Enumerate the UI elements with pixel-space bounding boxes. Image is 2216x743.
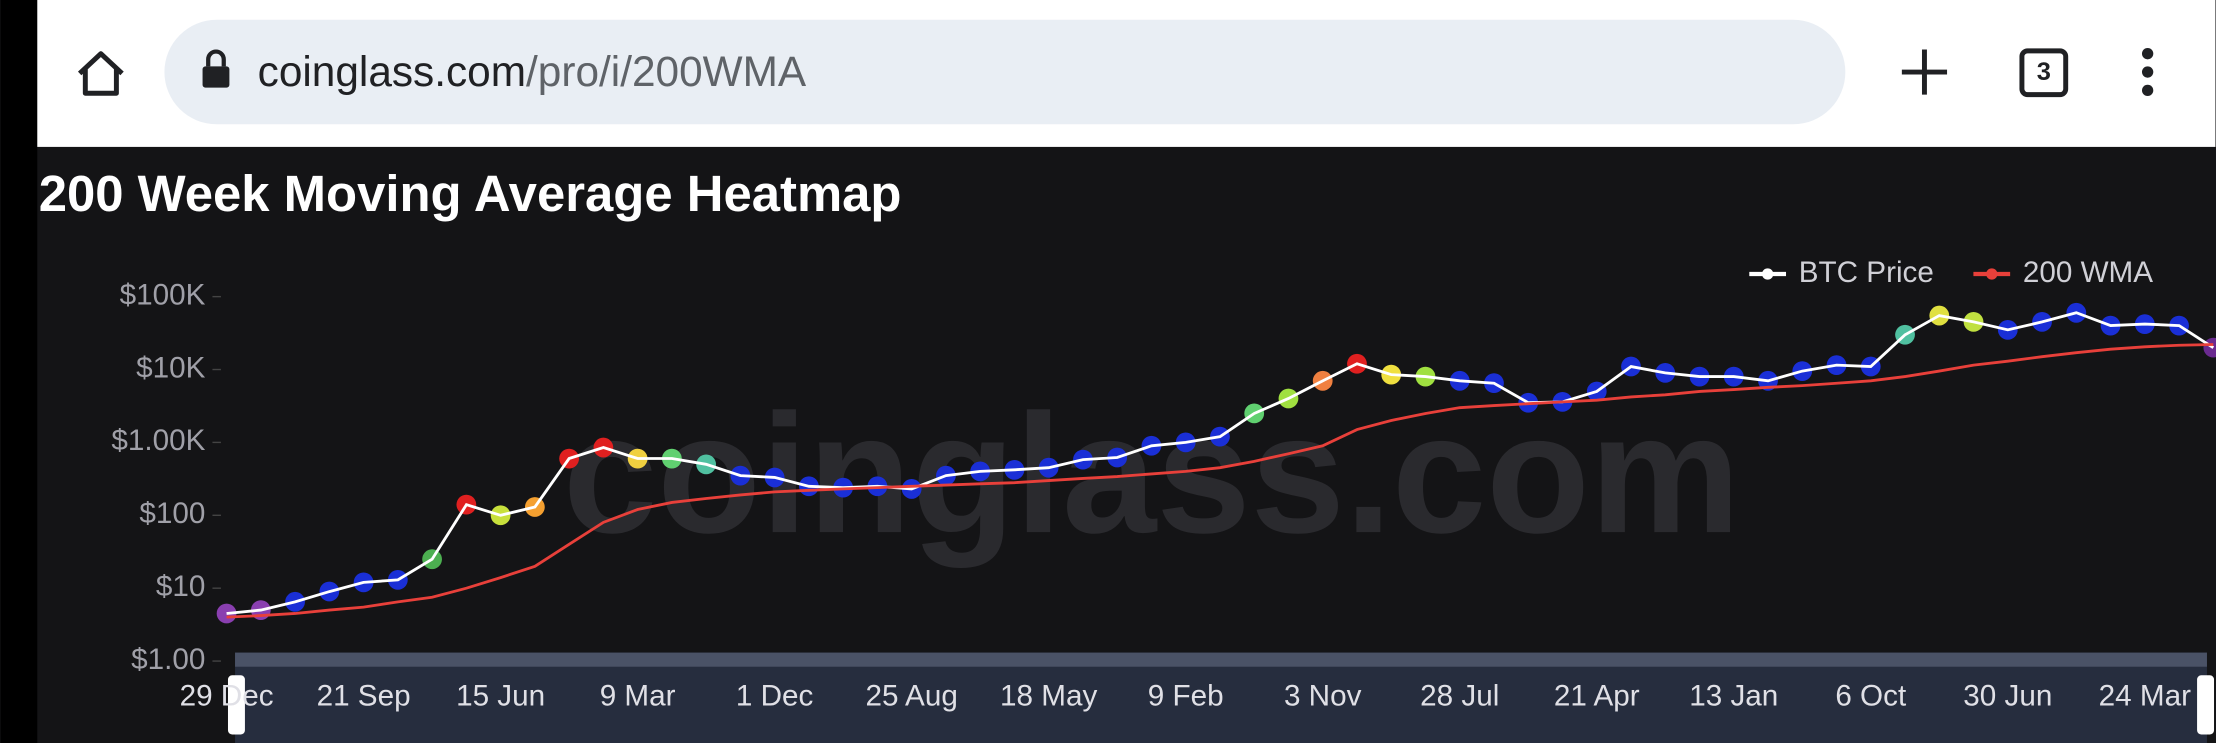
series-line [226, 311, 2215, 615]
y-tick-label: $1.00 [131, 643, 205, 676]
x-tick-label: 21 Sep [317, 680, 411, 713]
x-tick-label: 1 Dec [736, 680, 814, 713]
lock-icon [202, 49, 230, 88]
url[interactable]: coinglass.com/pro/i/200WMA [258, 48, 807, 95]
legend-label: 200 WMA [2023, 256, 2153, 289]
x-tick-label: 18 May [1000, 680, 1097, 713]
address-bar[interactable] [164, 19, 1846, 125]
menu-button[interactable] [2141, 48, 2154, 97]
x-tick-label: 9 Feb [1148, 680, 1224, 713]
legend-dot [1762, 268, 1774, 280]
plot: $1.00 $10 $100 $1.00K $10K $100K 29 Dec 21 Sep 1… [111, 256, 2216, 713]
x-tick-label: 15 Jun [456, 680, 545, 713]
x-tick-label: 3 Nov [1284, 680, 1362, 713]
left-edge [0, 0, 38, 743]
x-tick-label: 13 Jan [1689, 680, 1778, 713]
y-tick-label: $100K [120, 278, 206, 311]
y-tick-label: $100 [139, 497, 205, 530]
x-tick-label: 25 Aug [865, 680, 957, 713]
x-tick-label: 21 Apr [1554, 680, 1640, 713]
chart-title: 200 Week Moving Average Heatmap [39, 165, 902, 222]
x-tick-label: 28 Jul [1420, 680, 1499, 713]
url-path: /pro/i/200WMA [526, 48, 807, 95]
legend-dot [1986, 268, 1998, 280]
x-tick-label: 9 Mar [600, 680, 676, 713]
x-tick-label: 6 Oct [1835, 680, 1907, 713]
legend-item[interactable]: BTC Price [1749, 256, 1934, 289]
x-tick-label: 24 Mar [2099, 680, 2191, 713]
x-tick-label: 30 Jun [1963, 680, 2052, 713]
legend-label: BTC Price [1799, 256, 1934, 289]
home-button[interactable] [77, 51, 124, 96]
x-tick-label: 29 Dec [180, 680, 274, 713]
y-tick-label: $1.00K [111, 424, 205, 457]
navigator-handle-right[interactable] [2197, 675, 2215, 735]
legend-item[interactable]: 200 WMA [1973, 256, 2153, 289]
tabs-button[interactable] [2019, 48, 2069, 98]
tab-count: 3 [2037, 58, 2051, 86]
new-tab-button[interactable] [1901, 49, 1948, 95]
y-tick-label: $10K [136, 351, 205, 384]
series-line [226, 343, 2214, 619]
url-host: coinglass.com [258, 48, 526, 95]
y-tick-label: $10 [156, 570, 205, 603]
range-navigator[interactable] [235, 652, 2207, 743]
navigator-scrollbar[interactable] [235, 652, 2207, 667]
navigator-handle-left[interactable] [227, 675, 245, 735]
